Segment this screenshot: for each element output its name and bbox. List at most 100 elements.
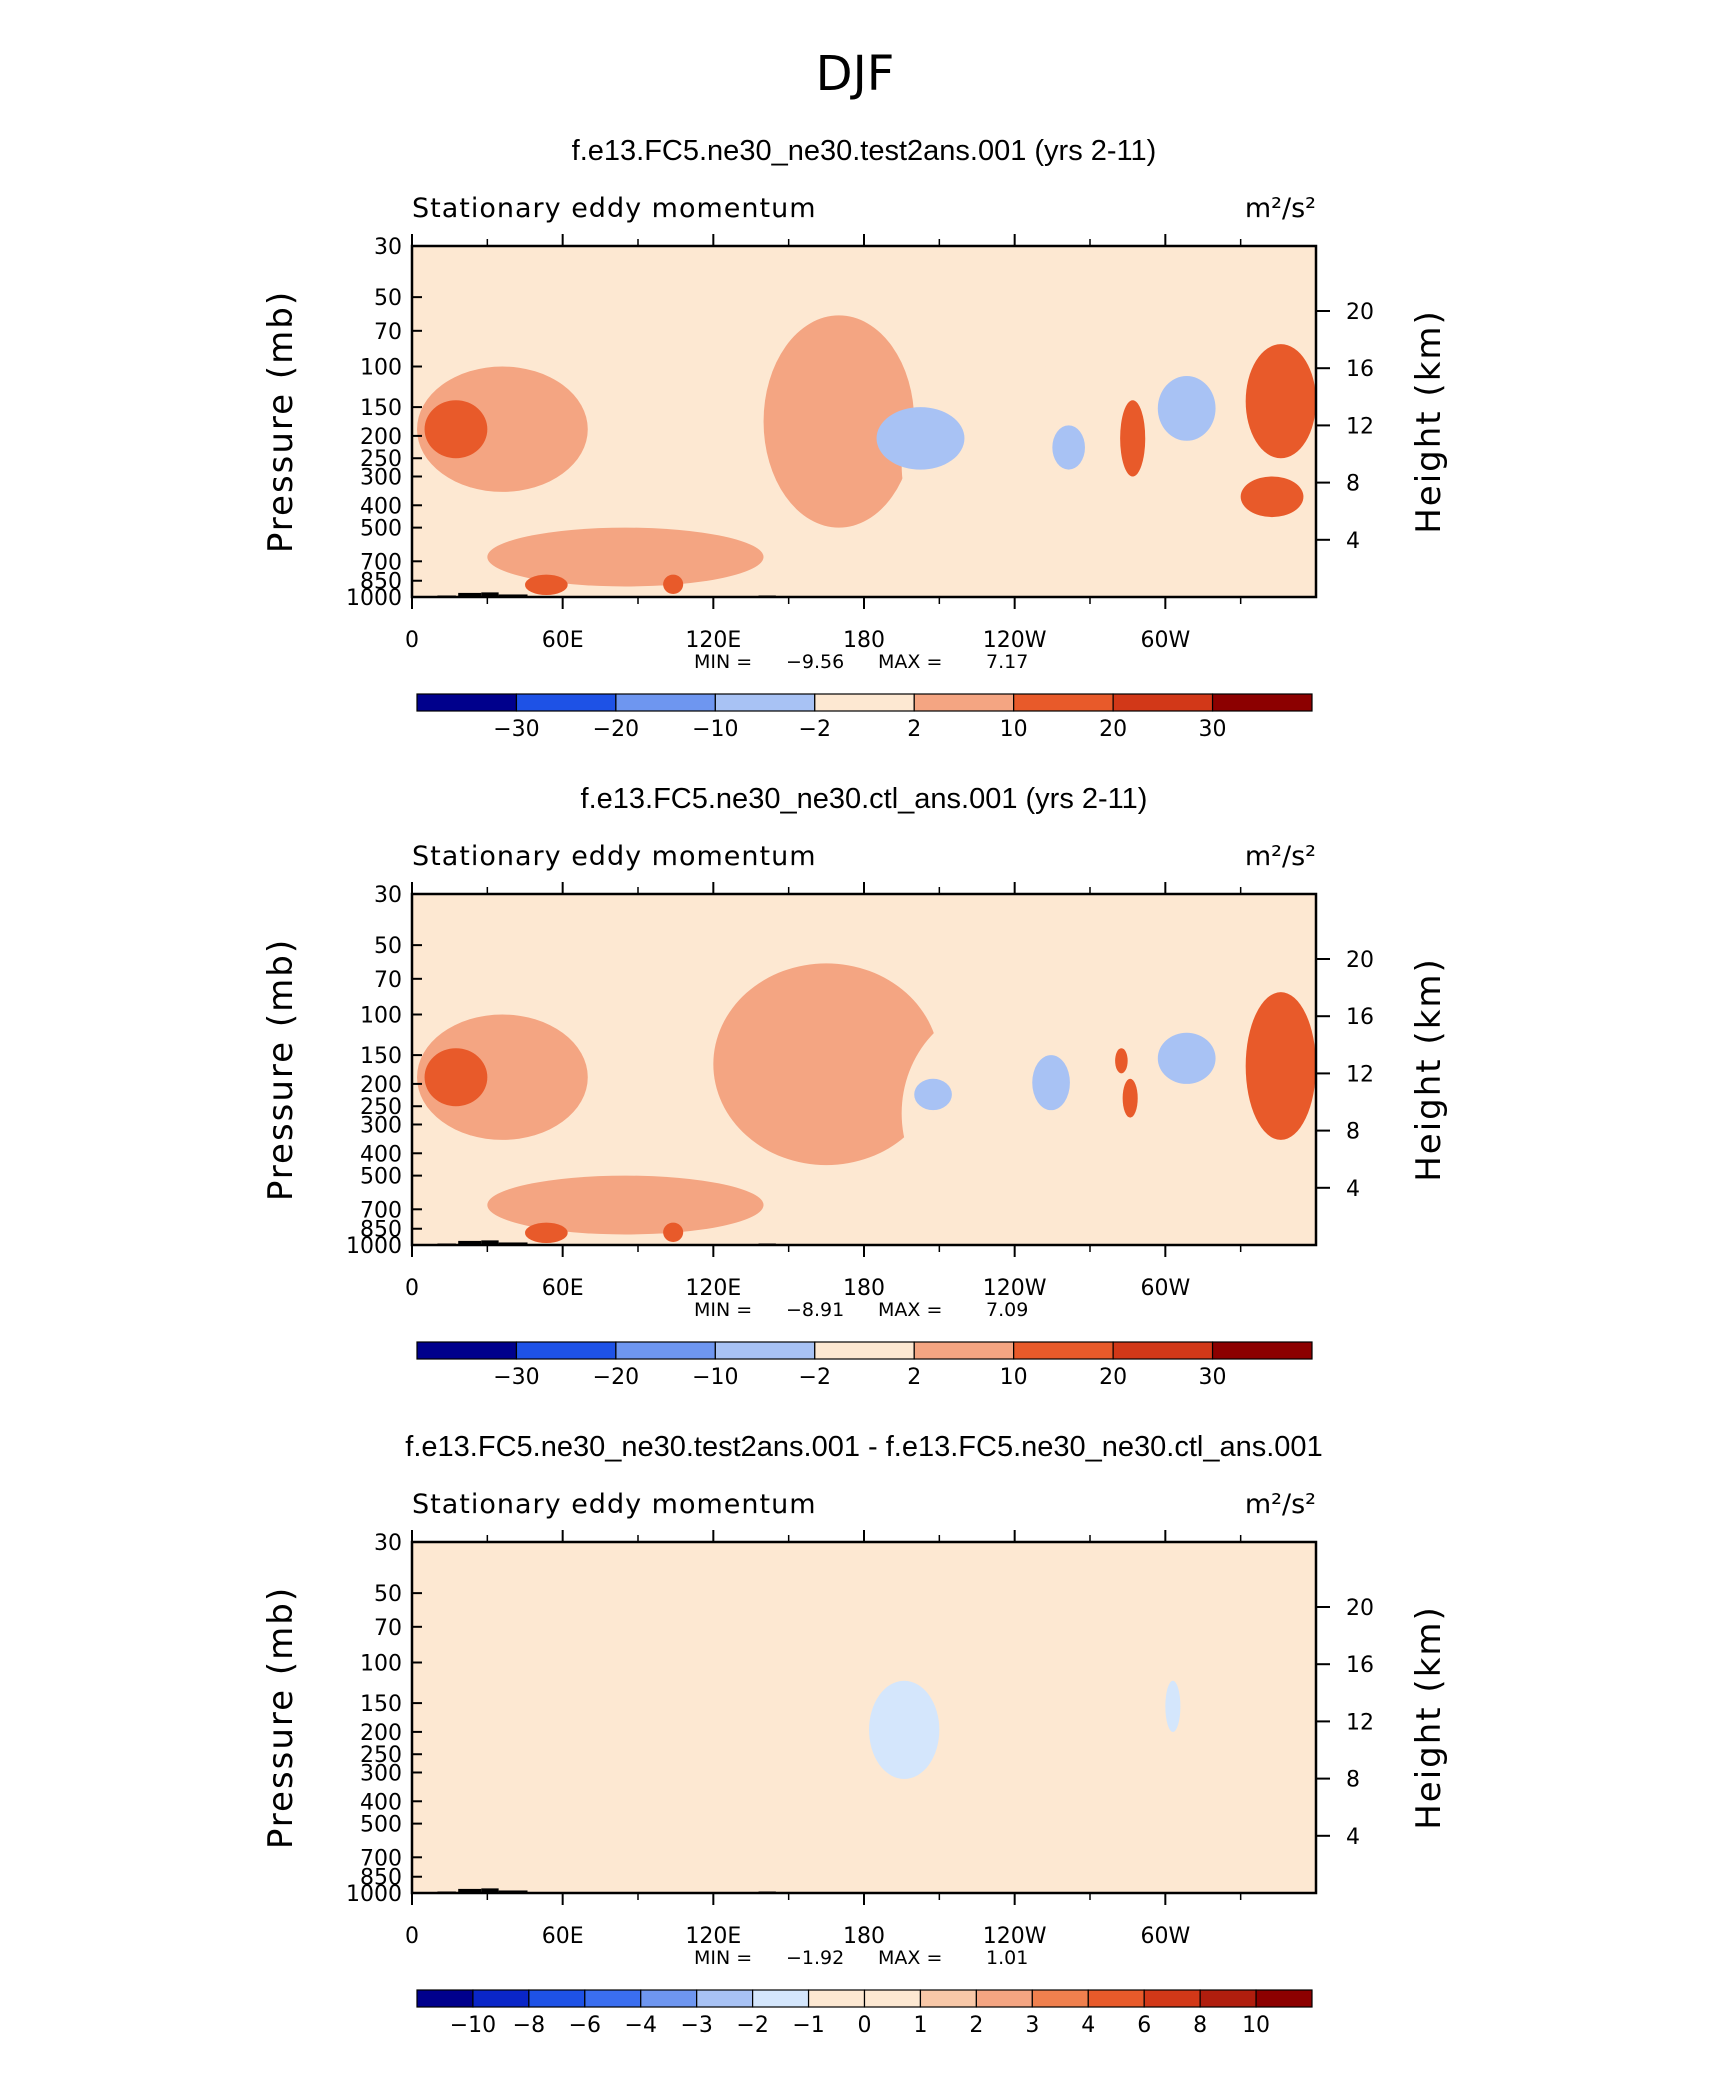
pressure-tick-label: 100	[360, 356, 402, 381]
height-tick-label: 12	[1346, 414, 1374, 439]
colorbar-label: 2	[907, 1365, 921, 1390]
lon-tick-label: 120E	[685, 1924, 741, 1949]
colorbar-label: −10	[692, 1365, 738, 1390]
pressure-tick-label: 500	[360, 517, 402, 542]
lon-tick-label: 0	[405, 628, 419, 653]
units-label: m²/s²	[1245, 193, 1316, 224]
contour-region	[424, 400, 488, 459]
contour-region	[1039, 1542, 1078, 1773]
height-axis-title: Height (km)	[1409, 1605, 1449, 1830]
colorbar-segment	[1013, 693, 1114, 712]
min-value: −9.56	[786, 651, 844, 673]
colorbar-segment	[975, 1989, 1033, 2008]
contour-region	[1052, 425, 1085, 470]
pressure-tick-label: 100	[360, 1652, 402, 1677]
pressure-tick-label: 150	[360, 1044, 402, 1069]
height-tick-label: 8	[1346, 1120, 1360, 1145]
contour-region	[763, 315, 915, 528]
pressure-tick-label: 700	[360, 550, 402, 575]
pressure-tick-label: 400	[360, 1142, 402, 1167]
contour-region	[1165, 1680, 1181, 1732]
colorbar-segment	[615, 1341, 716, 1360]
units-label: m²/s²	[1245, 841, 1316, 872]
colorbar-segment	[714, 1341, 816, 1360]
colorbar-segment	[1143, 1989, 1201, 2008]
colorbar-label: 10	[1000, 1365, 1028, 1390]
panel-title: f.e13.FC5.ne30_ne30.ctl_ans.001 (yrs 2-1…	[581, 783, 1148, 815]
min-max-stats: MIN = −8.91 MAX = 7.09	[694, 1299, 1028, 1321]
panel-3: f.e13.FC5.ne30_ne30.test2ans.001 - f.e13…	[261, 1431, 1449, 2038]
variable-label: Stationary eddy momentum	[412, 1489, 817, 1520]
topography-block	[458, 1888, 482, 1893]
height-axis: 4 8 12 16 20	[1316, 1596, 1374, 1850]
contour-region	[487, 1175, 764, 1235]
lon-tick-label: 60W	[1140, 628, 1190, 653]
longitude-axis: 0 60E 120E 180 120W 60W	[405, 1530, 1242, 1949]
contour-region	[663, 574, 684, 594]
lon-tick-label: 120W	[983, 1924, 1047, 1949]
contour-region	[417, 1014, 588, 1140]
colorbar-label: 30	[1199, 717, 1227, 742]
page-title: DJF	[816, 46, 895, 102]
panel-title: f.e13.FC5.ne30_ne30.test2ans.001 - f.e13…	[405, 1431, 1322, 1463]
lon-tick-label: 60W	[1140, 1276, 1190, 1301]
contour-region	[901, 1003, 1103, 1223]
colorbar-label: −30	[493, 1365, 539, 1390]
colorbar-label: 3	[1025, 2013, 1039, 2038]
colorbar-label: −2	[799, 717, 831, 742]
height-axis-title: Height (km)	[1409, 957, 1449, 1182]
contour-region	[1245, 992, 1316, 1140]
pressure-axis-title: Pressure (mb)	[261, 1586, 301, 1849]
lon-tick-label: 0	[405, 1276, 419, 1301]
contour-region	[1165, 1731, 1316, 1893]
colorbar-label: 2	[969, 2013, 983, 2038]
field-background	[412, 1542, 1316, 1893]
colorbar-label: −20	[593, 717, 639, 742]
contour-region	[1120, 400, 1146, 477]
longitude-axis: 0 60E 120E 180 120W 60W	[405, 882, 1242, 1301]
height-tick-label: 4	[1346, 1177, 1360, 1202]
lon-tick-label: 120W	[983, 628, 1047, 653]
max-label: MAX =	[878, 1299, 942, 1321]
pressure-tick-label: 70	[374, 320, 402, 345]
contour-region	[1245, 344, 1316, 459]
colorbar-segment	[752, 1989, 810, 2008]
topography-block	[481, 1888, 499, 1893]
colorbar-segment	[919, 1989, 977, 2008]
max-value: 1.01	[986, 1947, 1028, 1969]
colorbar-segment	[416, 693, 518, 712]
colorbar-label: 2	[907, 717, 921, 742]
contour-region	[1240, 476, 1304, 518]
pressure-tick-label: 150	[360, 1692, 402, 1717]
lon-tick-label: 180	[843, 1924, 885, 1949]
contour-region	[424, 1048, 488, 1107]
colorbar-label: 20	[1099, 1365, 1127, 1390]
colorbar-segment	[528, 1989, 586, 2008]
contour-region	[1157, 1032, 1216, 1084]
pressure-tick-label: 50	[374, 286, 402, 311]
contour-field	[412, 246, 1316, 597]
variable-label: Stationary eddy momentum	[412, 193, 817, 224]
colorbar-label: −6	[569, 2013, 601, 2038]
contour-region	[964, 1542, 1028, 1883]
height-tick-label: 20	[1346, 948, 1374, 973]
colorbar-label: −2	[799, 1365, 831, 1390]
lon-tick-label: 60E	[542, 628, 584, 653]
colorbar-label: −20	[593, 1365, 639, 1390]
pressure-tick-label: 30	[374, 235, 402, 260]
pressure-tick-label: 250	[360, 447, 402, 472]
colorbar-label: −8	[513, 2013, 545, 2038]
panel-1: f.e13.FC5.ne30_ne30.test2ans.001 (yrs 2-…	[261, 135, 1449, 742]
max-label: MAX =	[878, 1947, 942, 1969]
colorbar-segment	[416, 1989, 474, 2008]
min-value: −8.91	[786, 1299, 844, 1321]
contour-region	[713, 1823, 852, 1893]
pressure-tick-label: 400	[360, 1790, 402, 1815]
topography-block	[481, 592, 499, 597]
pressure-tick-label: 150	[360, 396, 402, 421]
colorbar-segment	[1013, 1341, 1114, 1360]
min-label: MIN =	[694, 651, 752, 673]
colorbar-label: −2	[736, 2013, 768, 2038]
contour-region	[417, 366, 588, 492]
